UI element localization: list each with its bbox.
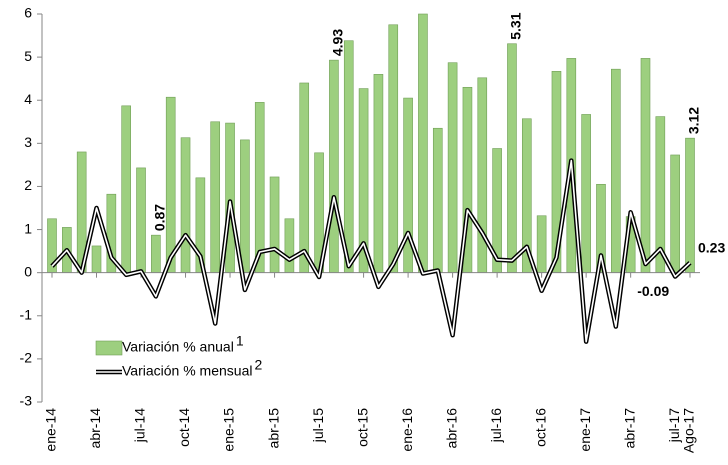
y-tick-label: 1 bbox=[24, 220, 32, 236]
bar bbox=[507, 43, 517, 273]
line-value-label: -0.09 bbox=[637, 283, 669, 299]
x-tick-label: jul-17 bbox=[666, 408, 682, 443]
bar bbox=[180, 137, 191, 273]
line bbox=[51, 159, 691, 343]
bar bbox=[343, 40, 354, 273]
x-tick-label: ene-14 bbox=[43, 408, 59, 452]
bar-value-label: 3.12 bbox=[686, 107, 702, 134]
bar bbox=[447, 62, 458, 273]
legend-label: Variación % anual bbox=[122, 339, 234, 355]
y-tick-label: 3 bbox=[24, 134, 32, 150]
bar bbox=[210, 121, 221, 273]
bar bbox=[477, 77, 488, 273]
x-tick-label: Ago-17 bbox=[681, 408, 697, 453]
bar bbox=[685, 137, 695, 273]
x-tick-label: jul-16 bbox=[488, 408, 504, 443]
bar bbox=[240, 139, 250, 273]
bar bbox=[284, 218, 295, 273]
bar bbox=[329, 59, 339, 273]
x-tick-label: abr-17 bbox=[621, 408, 637, 449]
y-tick-label: 5 bbox=[24, 48, 32, 64]
y-tick-label: -2 bbox=[20, 350, 33, 366]
x-tick-label: oct-15 bbox=[354, 408, 370, 447]
x-tick-label: ene-15 bbox=[221, 408, 237, 452]
bar bbox=[388, 24, 399, 273]
y-tick-label: 0 bbox=[24, 263, 32, 279]
bar bbox=[611, 68, 621, 273]
line-outline bbox=[50, 158, 692, 344]
legend-label: Variación % mensual bbox=[122, 363, 252, 379]
bar-value-label: 4.93 bbox=[330, 29, 346, 56]
x-tick-label: abr-15 bbox=[265, 408, 281, 449]
bar bbox=[225, 122, 235, 273]
bar-value-label: 5.31 bbox=[508, 12, 524, 39]
legend-swatch bbox=[95, 340, 123, 356]
bar bbox=[269, 176, 280, 273]
y-tick-label: 4 bbox=[24, 91, 32, 107]
bar bbox=[418, 13, 428, 273]
bar bbox=[432, 127, 443, 273]
bar bbox=[640, 58, 651, 273]
bar bbox=[121, 105, 131, 273]
bar bbox=[91, 245, 102, 273]
bar bbox=[254, 102, 265, 273]
x-tick-label: jul-14 bbox=[132, 408, 148, 443]
bar bbox=[373, 74, 384, 273]
y-tick-label: -1 bbox=[20, 306, 33, 322]
bar-value-label: 0.87 bbox=[152, 204, 168, 231]
bar bbox=[581, 114, 591, 273]
y-tick-label: 6 bbox=[24, 5, 32, 21]
legend-footnote: 1 bbox=[236, 333, 244, 349]
line-value-label: 0.23 bbox=[698, 239, 725, 255]
x-tick-label: jul-15 bbox=[310, 408, 326, 443]
bar bbox=[165, 96, 176, 273]
x-tick-label: ene-16 bbox=[399, 408, 415, 452]
bar bbox=[536, 215, 547, 273]
x-tick-label: oct-14 bbox=[176, 408, 192, 447]
bar bbox=[299, 82, 310, 273]
bar bbox=[670, 154, 680, 273]
legend-footnote: 2 bbox=[254, 357, 262, 373]
x-tick-label: abr-16 bbox=[443, 408, 459, 449]
x-tick-label: ene-17 bbox=[577, 408, 593, 452]
y-tick-label: 2 bbox=[24, 177, 32, 193]
bar bbox=[136, 167, 146, 273]
y-tick-label: -3 bbox=[20, 393, 33, 409]
x-tick-label: oct-16 bbox=[532, 408, 548, 447]
x-tick-label: abr-14 bbox=[87, 408, 103, 449]
bar bbox=[151, 234, 161, 273]
